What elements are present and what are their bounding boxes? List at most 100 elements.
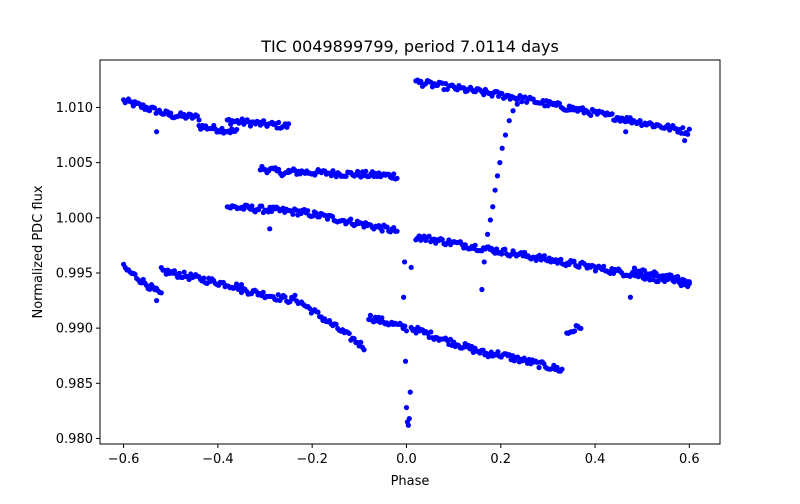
- data-point: [403, 328, 410, 334]
- data-point: [499, 90, 505, 97]
- data-point: [405, 422, 411, 428]
- data-point: [680, 125, 686, 131]
- data-point: [403, 404, 410, 411]
- data-points: [120, 77, 692, 428]
- data-point: [510, 108, 516, 114]
- data-point: [290, 211, 296, 217]
- data-point: [484, 231, 491, 237]
- data-point: [260, 289, 266, 295]
- data-point: [348, 216, 354, 222]
- data-point: [219, 125, 225, 132]
- data-point: [151, 105, 158, 111]
- data-point: [275, 292, 281, 298]
- data-point: [282, 294, 288, 300]
- x-tick-label: −0.4: [202, 452, 234, 467]
- data-point: [363, 168, 369, 174]
- data-point: [276, 166, 282, 172]
- data-point: [153, 129, 160, 135]
- data-point: [487, 217, 493, 223]
- data-point: [588, 112, 594, 119]
- data-point: [665, 276, 671, 283]
- data-point: [494, 173, 501, 179]
- data-point: [379, 315, 385, 321]
- data-point: [601, 263, 607, 269]
- data-point: [247, 123, 254, 129]
- data-point: [234, 126, 240, 133]
- data-point: [428, 329, 434, 335]
- y-axis-label: Normalized PDC flux: [31, 185, 46, 318]
- x-tick-label: 0.4: [585, 452, 606, 467]
- data-point: [285, 121, 292, 127]
- data-point: [196, 117, 202, 123]
- data-point: [249, 203, 255, 209]
- x-axis-label: Phase: [391, 474, 430, 489]
- data-point: [502, 132, 509, 138]
- data-point: [610, 270, 617, 276]
- data-point: [578, 325, 584, 332]
- data-point: [514, 101, 520, 107]
- data-point: [671, 279, 677, 285]
- data-point: [406, 416, 412, 422]
- data-point: [287, 299, 293, 305]
- data-point: [394, 228, 400, 234]
- data-point: [238, 281, 245, 288]
- data-point: [558, 256, 564, 262]
- data-point: [401, 259, 408, 265]
- data-point: [631, 265, 638, 271]
- data-point: [426, 233, 432, 239]
- y-tick-label: 1.000: [56, 211, 93, 226]
- data-point: [333, 321, 339, 327]
- data-point: [401, 294, 407, 300]
- data-point: [220, 279, 227, 286]
- data-point: [522, 249, 528, 256]
- data-point: [158, 290, 164, 296]
- data-point: [391, 171, 397, 177]
- y-axis-ticks: 0.980 0.985 0.990 0.995 1.000 1.005 1.010: [56, 101, 100, 447]
- y-tick-label: 0.980: [56, 432, 93, 447]
- data-point: [682, 137, 688, 144]
- x-axis-ticks: −0.6 −0.4 −0.2 0.0 0.2 0.4 0.6: [108, 444, 700, 467]
- data-point: [168, 110, 174, 116]
- data-point: [571, 258, 577, 264]
- data-point: [498, 251, 505, 257]
- data-point: [305, 208, 311, 214]
- data-point: [361, 347, 367, 353]
- data-point: [176, 270, 182, 276]
- data-point: [194, 113, 200, 119]
- data-point: [310, 213, 316, 219]
- data-point: [355, 168, 361, 175]
- data-point: [439, 237, 445, 243]
- y-tick-label: 1.005: [56, 156, 93, 171]
- data-point: [181, 269, 187, 275]
- data-point: [502, 246, 508, 252]
- data-point: [506, 118, 512, 124]
- data-point: [267, 226, 273, 232]
- data-point: [499, 145, 505, 151]
- plot-frame: [99, 59, 721, 445]
- data-point: [292, 292, 298, 298]
- data-point: [686, 279, 692, 285]
- x-tick-label: −0.6: [108, 452, 140, 467]
- data-point: [379, 228, 385, 234]
- data-point: [329, 213, 336, 220]
- data-point: [541, 253, 547, 259]
- data-point: [343, 173, 349, 179]
- data-point: [494, 246, 500, 252]
- y-tick-label: 1.010: [56, 101, 93, 116]
- data-point: [685, 131, 691, 137]
- data-point: [480, 347, 486, 353]
- data-point: [472, 242, 478, 248]
- data-point: [241, 206, 247, 212]
- data-point: [479, 286, 485, 293]
- data-point: [559, 366, 565, 372]
- data-point: [132, 271, 138, 277]
- data-point: [408, 264, 414, 271]
- data-point: [367, 312, 373, 318]
- data-point: [402, 323, 408, 329]
- data-point: [481, 259, 487, 265]
- y-tick-label: 0.985: [56, 377, 93, 392]
- data-point: [627, 294, 634, 300]
- x-tick-label: 0.0: [396, 452, 417, 467]
- data-point: [495, 349, 501, 355]
